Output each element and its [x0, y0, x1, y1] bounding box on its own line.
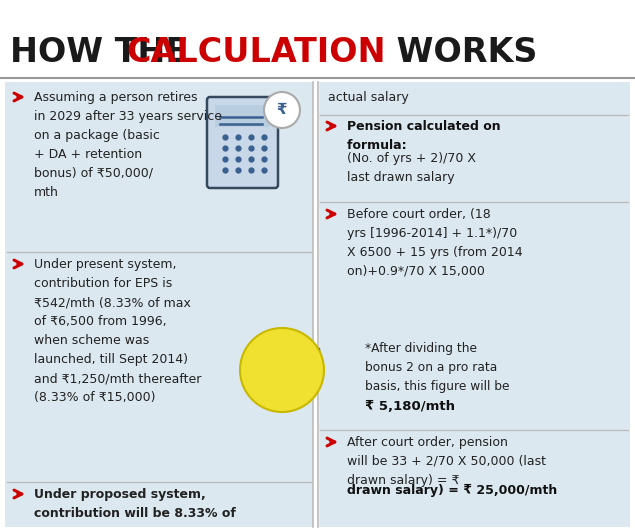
Text: WORKS: WORKS — [385, 36, 537, 69]
FancyBboxPatch shape — [284, 348, 319, 370]
Circle shape — [264, 92, 300, 128]
Text: Assuming a person retires
in 2029 after 33 years service
on a package (basic
+ D: Assuming a person retires in 2029 after … — [34, 91, 222, 199]
Text: ₹: ₹ — [276, 363, 288, 381]
Text: (No. of yrs + 2)/70 X
last drawn salary: (No. of yrs + 2)/70 X last drawn salary — [347, 152, 476, 184]
FancyBboxPatch shape — [215, 105, 270, 127]
Text: Before court order, (18
yrs [1996-2014] + 1.1*)/70
X 6500 + 15 yrs (from 2014
on: Before court order, (18 yrs [1996-2014] … — [347, 208, 523, 278]
Text: Under proposed system,
contribution will be 8.33% of: Under proposed system, contribution will… — [34, 488, 236, 520]
Text: HOW THE: HOW THE — [10, 36, 200, 69]
Text: actual salary: actual salary — [328, 91, 409, 104]
Text: ₹ 5,180/mth: ₹ 5,180/mth — [365, 400, 455, 413]
Text: Under present system,
contribution for EPS is
₹542/mth (8.33% of max
of ₹6,500 f: Under present system, contribution for E… — [34, 258, 201, 404]
Circle shape — [240, 328, 324, 412]
Text: ₹: ₹ — [277, 103, 287, 118]
Text: *After dividing the
bonus 2 on a pro rata
basis, this figure will be: *After dividing the bonus 2 on a pro rat… — [365, 342, 509, 393]
Text: drawn salary) = ₹ 25,000/mth: drawn salary) = ₹ 25,000/mth — [347, 484, 558, 497]
Text: Pension calculated on
formula:: Pension calculated on formula: — [347, 120, 500, 152]
FancyBboxPatch shape — [272, 348, 307, 370]
FancyBboxPatch shape — [5, 82, 313, 527]
FancyBboxPatch shape — [207, 97, 278, 188]
FancyBboxPatch shape — [318, 82, 630, 527]
Text: After court order, pension
will be 33 + 2/70 X 50,000 (last
drawn salary) = ₹: After court order, pension will be 33 + … — [347, 436, 546, 487]
Text: CALCULATION: CALCULATION — [126, 36, 385, 69]
FancyBboxPatch shape — [260, 352, 295, 374]
